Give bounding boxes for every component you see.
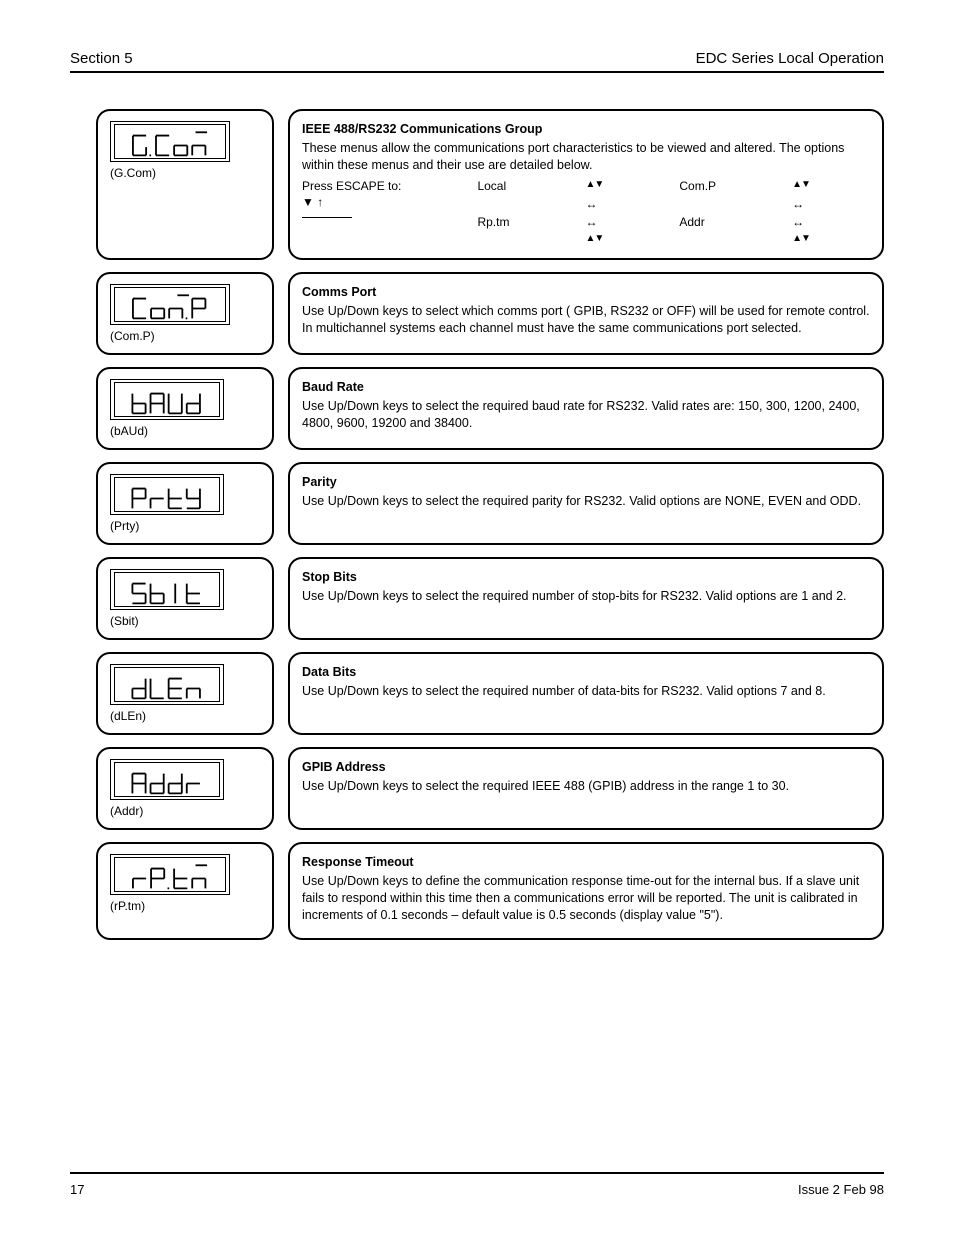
og-key: Press ESCAPE to: ▼ ↑ — [302, 178, 461, 249]
bottom-rule — [70, 1172, 884, 1174]
row-dlen: (dLEn) Data BitsUse Up/Down keys to sele… — [96, 652, 884, 735]
options-grid: Press ESCAPE to: ▼ ↑ Local ▲▼ Com.P ▲▼ ↔… — [302, 178, 870, 249]
footer: 17 Issue 2 Feb 98 — [70, 1172, 884, 1197]
seven-seg-prty-icon — [123, 482, 211, 510]
lcd-box-comp: (Com.P) — [96, 272, 274, 355]
seven-seg-comp-icon — [123, 292, 217, 320]
row-rptm: (rP.tm) Response TimeoutUse Up/Down keys… — [96, 842, 884, 940]
arrow-divider — [302, 214, 352, 218]
desc-text: These menus allow the communications por… — [302, 140, 870, 174]
row-prty: (Prty) ParityUse Up/Down keys to select … — [96, 462, 884, 545]
row-addr: (Addr) GPIB AddressUse Up/Down keys to s… — [96, 747, 884, 830]
row-gcom: (G.Com) IEEE 488/RS232 Communications Gr… — [96, 109, 884, 260]
rows: (G.Com) IEEE 488/RS232 Communications Gr… — [96, 109, 884, 940]
seven-seg-gcom-icon — [123, 129, 217, 157]
header-left: Section 5 — [70, 50, 133, 67]
page: Section 5 EDC Series Local Operation (G.… — [0, 0, 954, 1002]
lcd-box-gcom: (G.Com) — [96, 109, 274, 260]
header: Section 5 EDC Series Local Operation — [70, 50, 884, 67]
seven-seg-sbit-icon — [123, 577, 211, 605]
row-baud: (bAUd) Baud RateUse Up/Down keys to sele… — [96, 367, 884, 450]
seven-seg-addr-icon — [123, 767, 211, 795]
desc-box-gcom: IEEE 488/RS232 Communications Group Thes… — [288, 109, 884, 260]
desc-box-comp: Comms Port Use Up/Down keys to select wh… — [288, 272, 884, 355]
desc-title: IEEE 488/RS232 Communications Group — [302, 121, 870, 138]
issue-date: Issue 2 Feb 98 — [798, 1182, 884, 1197]
header-right: EDC Series Local Operation — [696, 50, 884, 67]
seven-seg-rptm-icon — [123, 862, 217, 890]
row-comp: (Com.P) Comms Port Use Up/Down keys to s… — [96, 272, 884, 355]
seven-seg-dlen-icon — [123, 672, 211, 700]
lcd-caption: (G.Com) — [110, 166, 156, 180]
row-sbit: (Sbit) Stop BitsUse Up/Down keys to sele… — [96, 557, 884, 640]
seven-seg-baud-icon — [123, 387, 211, 415]
top-rule — [70, 71, 884, 73]
lcd-display-gcom — [114, 124, 226, 159]
lcd-frame — [110, 121, 230, 162]
page-number: 17 — [70, 1182, 84, 1197]
